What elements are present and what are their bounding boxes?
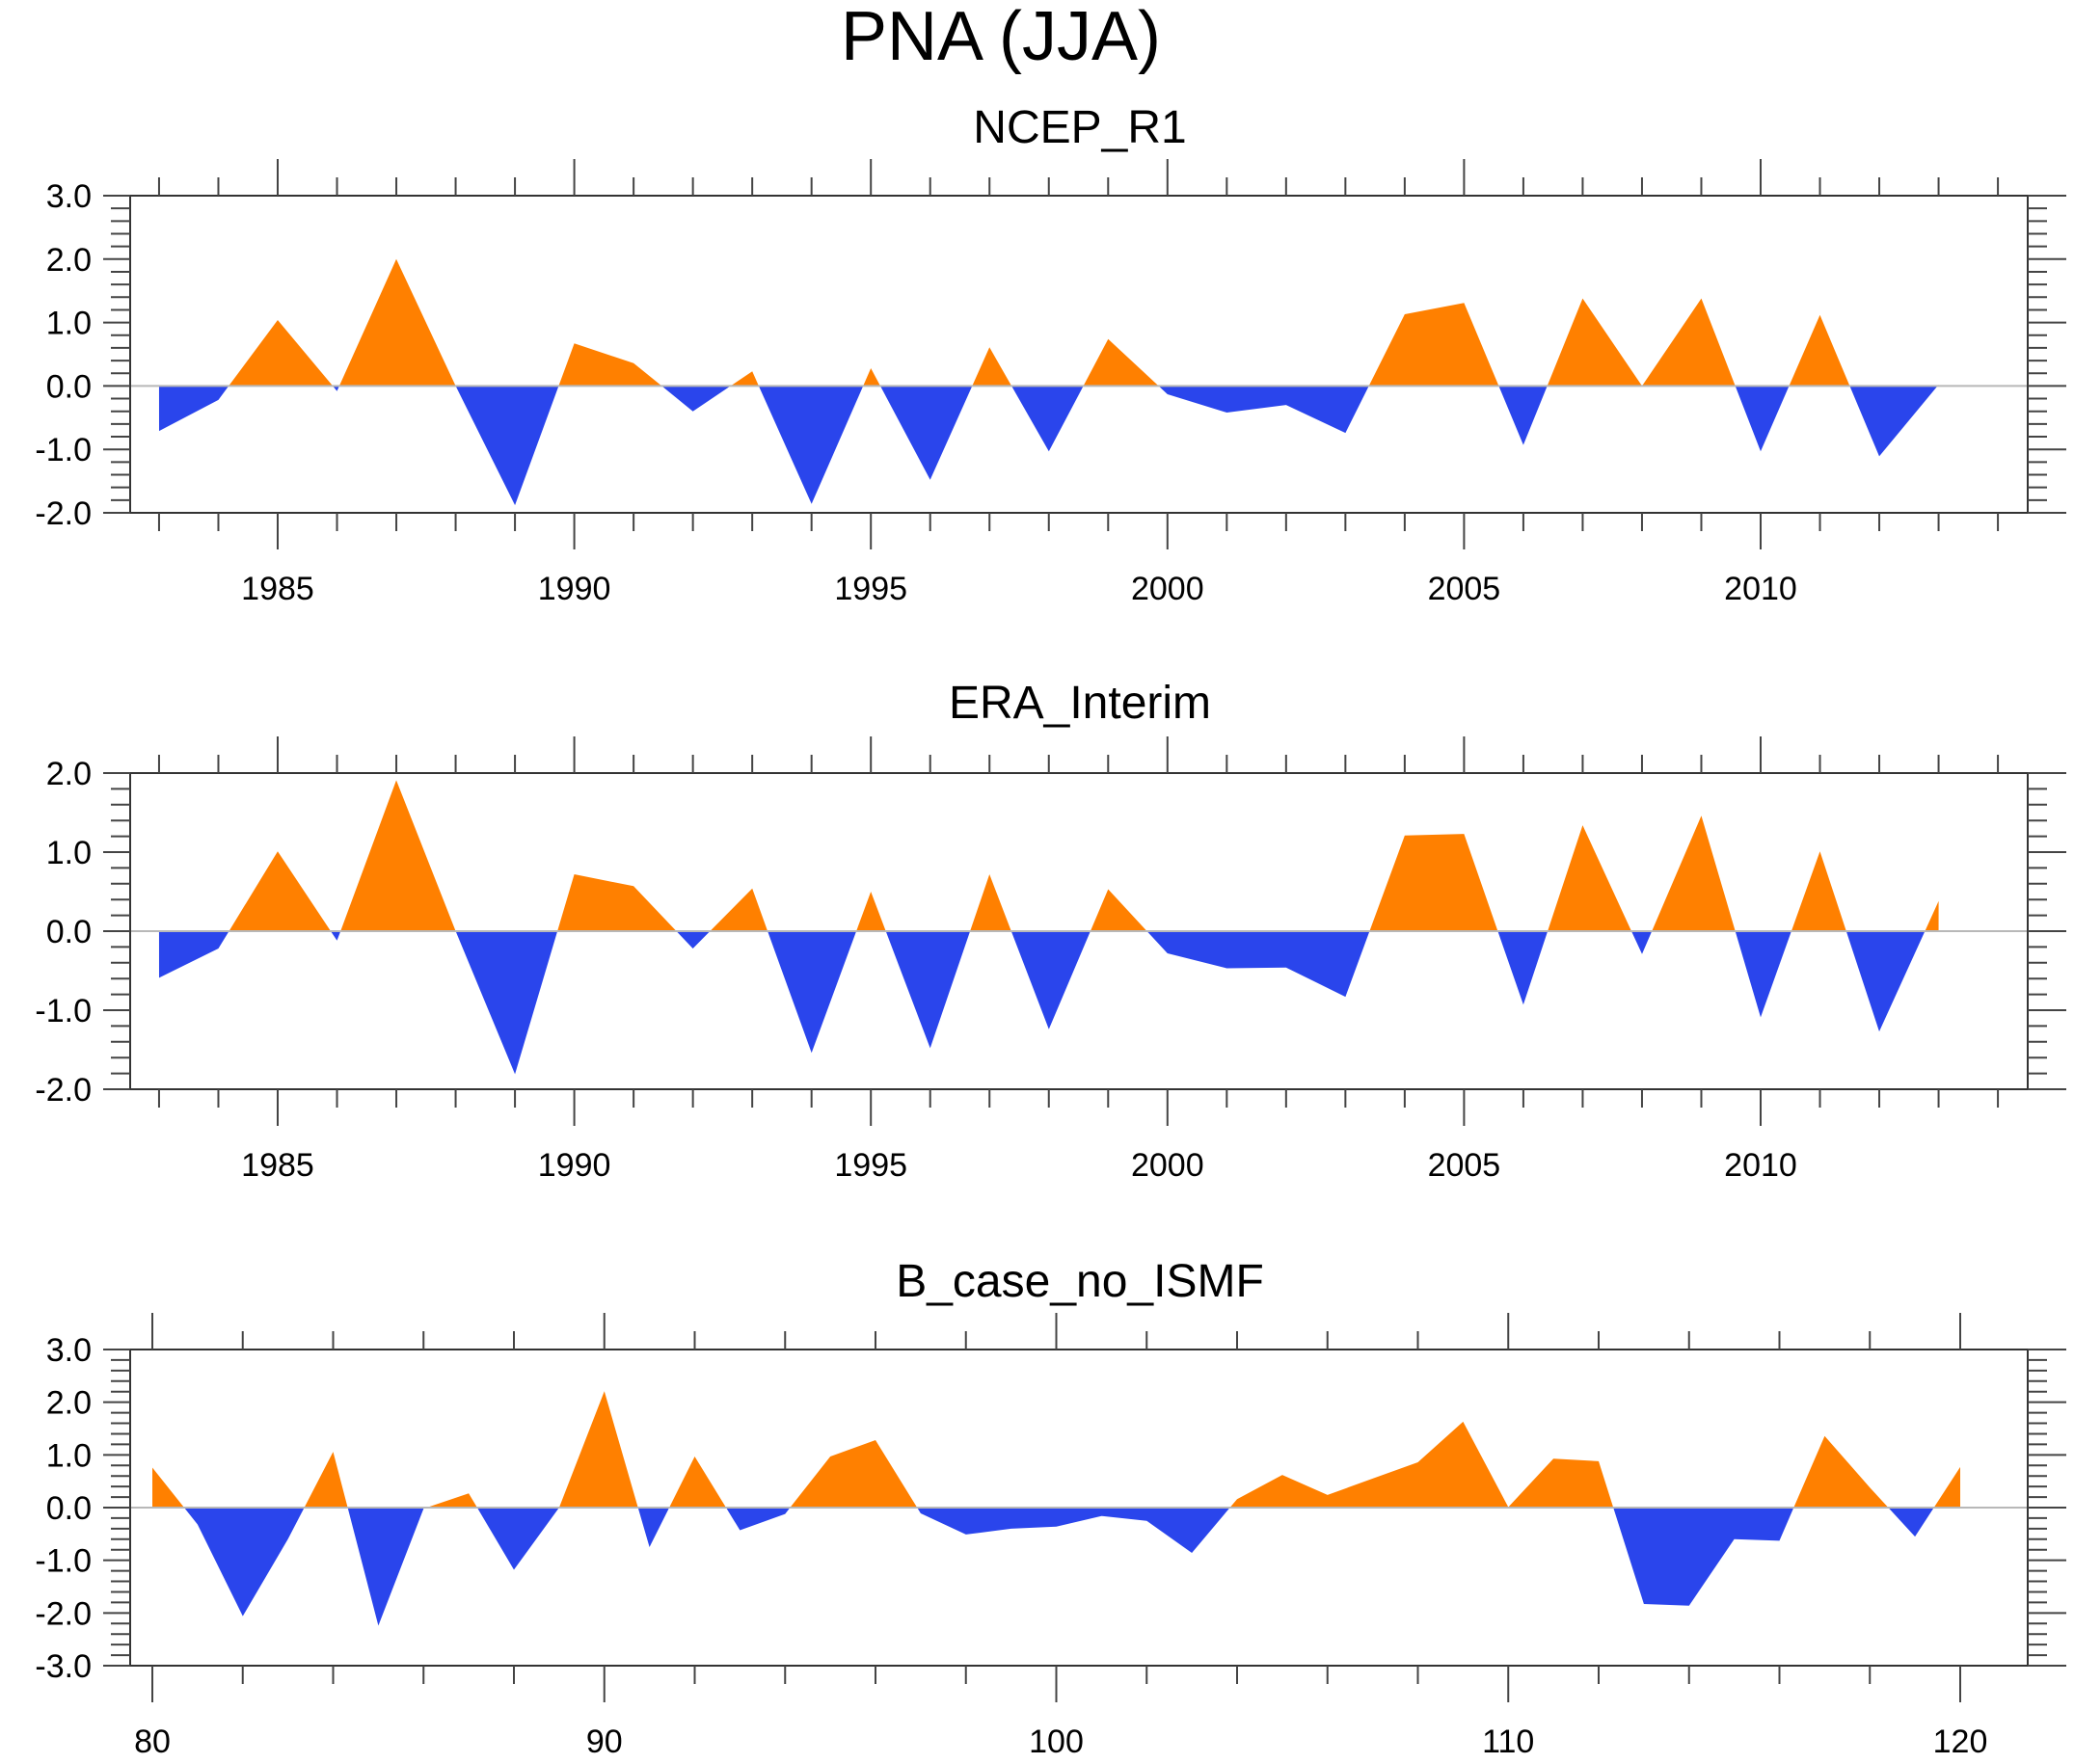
y-tick-label: 3.0 <box>46 178 92 215</box>
x-tick-label: 100 <box>1029 1724 1084 1760</box>
x-tick-label: 2000 <box>1131 1147 1204 1184</box>
y-tick-label: -1.0 <box>35 993 92 1029</box>
panel-title: B_case_no_ISMF <box>896 1256 1264 1307</box>
y-tick-label: -1.0 <box>35 432 92 468</box>
x-tick-label: 80 <box>134 1724 171 1760</box>
x-tick-label: 2010 <box>1724 1147 1797 1184</box>
y-tick-label: 0.0 <box>46 368 92 405</box>
y-tick-label: 1.0 <box>46 1437 92 1474</box>
x-tick-label: 1985 <box>241 571 314 607</box>
x-tick-label: 2005 <box>1428 1147 1501 1184</box>
y-tick-label: 0.0 <box>46 914 92 950</box>
x-tick-label: 1990 <box>538 1147 611 1184</box>
positive-area <box>158 780 1939 931</box>
y-tick-label: 2.0 <box>46 242 92 279</box>
x-tick-label: 120 <box>1933 1724 1988 1760</box>
x-tick-label: 90 <box>586 1724 623 1760</box>
y-tick-label: -2.0 <box>35 1595 92 1632</box>
negative-area <box>158 386 1939 506</box>
x-tick-label: 110 <box>1482 1724 1534 1760</box>
x-tick-label: 1985 <box>241 1147 314 1184</box>
panel-title: NCEP_R1 <box>973 102 1186 153</box>
figure-title: PNA (JJA) <box>841 0 1161 75</box>
y-tick-label: -2.0 <box>35 495 92 532</box>
panel-ncep-r1: NCEP_R1 1985 1990 1995 2000 2005 2010 -2.0 -1.0… <box>35 102 2066 607</box>
y-tick-label: -3.0 <box>35 1648 92 1685</box>
negative-area <box>152 1508 1960 1626</box>
x-tick-label: 1995 <box>834 1147 907 1184</box>
y-tick-label: 0.0 <box>46 1490 92 1527</box>
negative-area <box>158 931 1939 1075</box>
y-tick-label: 1.0 <box>46 835 92 871</box>
plot-frame <box>129 195 2029 514</box>
panel-b-case-no-ismf: B_case_no_ISMF 80 90 100 110 120 -3.0 -2.0 -1.0… <box>35 1256 2066 1760</box>
x-tick-label: 1995 <box>834 571 907 607</box>
positive-area <box>158 258 1939 387</box>
panel-era-interim: ERA_Interim 1985 1990 1995 2000 2005 2010 -2.0… <box>35 678 2066 1184</box>
positive-area <box>152 1391 1960 1508</box>
panel-title: ERA_Interim <box>949 678 1211 729</box>
y-tick-label: 3.0 <box>46 1332 92 1369</box>
y-tick-label: 2.0 <box>46 1385 92 1422</box>
x-tick-label: 2010 <box>1724 571 1797 607</box>
x-tick-label: 2005 <box>1428 571 1501 607</box>
x-tick-label: 2000 <box>1131 571 1204 607</box>
y-tick-label: 1.0 <box>46 306 92 342</box>
x-tick-label: 1990 <box>538 571 611 607</box>
y-tick-label: 2.0 <box>46 756 92 792</box>
y-tick-label: -2.0 <box>35 1072 92 1109</box>
y-tick-label: -1.0 <box>35 1543 92 1580</box>
